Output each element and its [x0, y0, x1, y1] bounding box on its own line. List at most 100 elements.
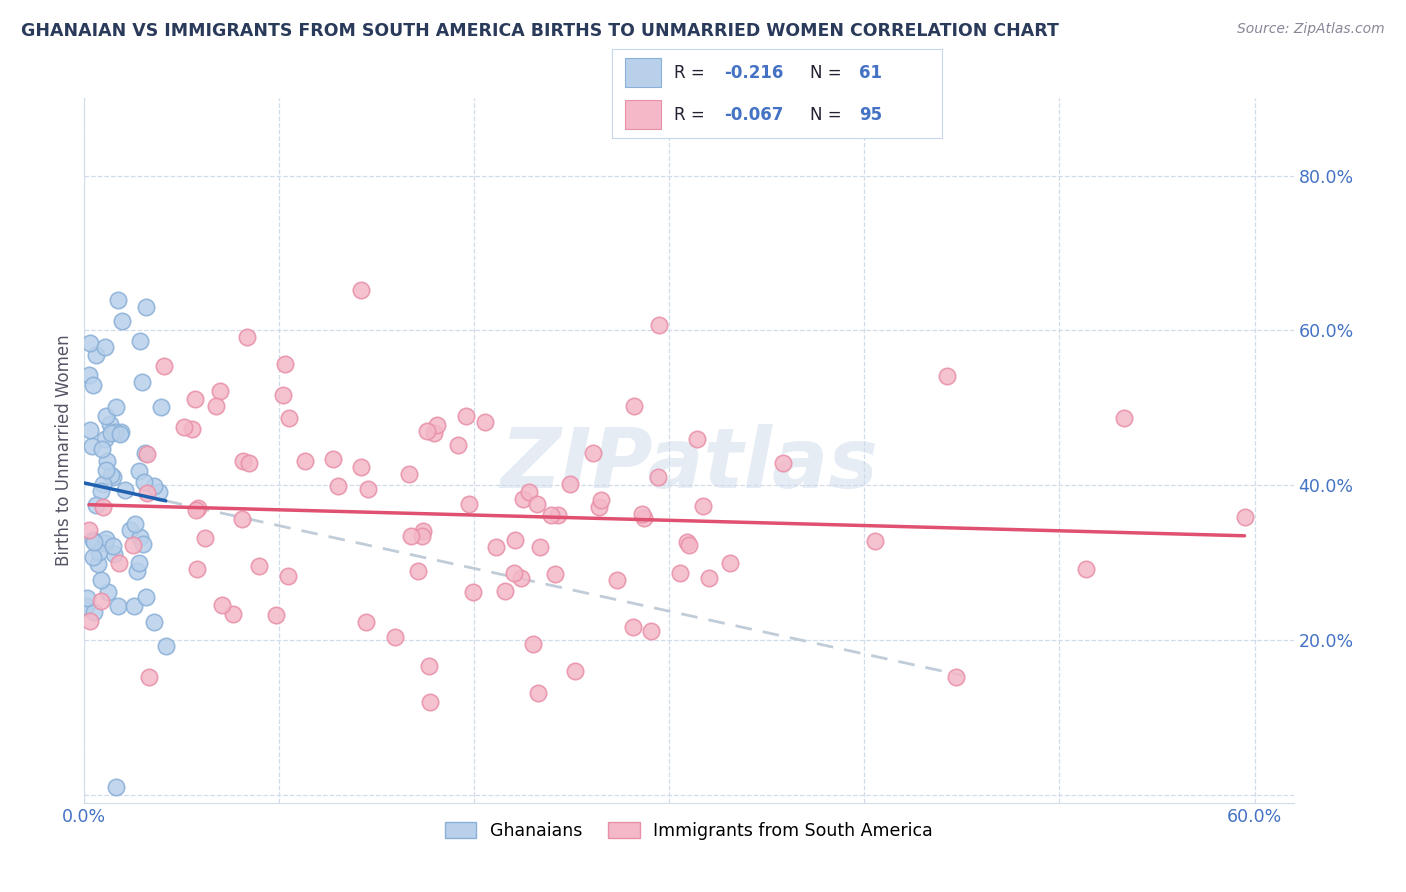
Point — [423, 425, 446, 440]
Point — [211, 598, 233, 612]
Point — [1076, 561, 1098, 575]
Text: GHANAIAN VS IMMIGRANTS FROM SOUTH AMERICA BIRTHS TO UNMARRIED WOMEN CORRELATION : GHANAIAN VS IMMIGRANTS FROM SOUTH AMERIC… — [21, 22, 1059, 40]
Point — [494, 583, 516, 598]
Point — [111, 314, 134, 328]
Point — [76, 591, 98, 605]
Point — [187, 500, 209, 515]
Point — [173, 419, 195, 434]
Point — [129, 530, 152, 544]
Point — [412, 524, 434, 538]
Point — [107, 599, 129, 613]
Point — [121, 538, 143, 552]
Point — [135, 300, 157, 314]
Point — [633, 511, 655, 525]
Point — [418, 659, 440, 673]
Point — [517, 485, 540, 500]
Point — [222, 607, 245, 621]
Point — [1233, 510, 1256, 524]
Point — [108, 427, 131, 442]
Point — [503, 566, 526, 581]
Point — [128, 464, 150, 478]
Point — [558, 477, 581, 491]
Point — [128, 556, 150, 570]
Point — [564, 665, 586, 679]
Point — [354, 615, 377, 629]
Point — [426, 417, 449, 432]
Point — [529, 540, 551, 554]
Point — [94, 409, 117, 423]
Point — [94, 532, 117, 546]
Point — [96, 453, 118, 467]
Point — [105, 400, 128, 414]
Point — [326, 479, 349, 493]
Point — [122, 599, 145, 613]
Text: N =: N = — [810, 105, 841, 124]
Point — [606, 573, 628, 587]
Point — [398, 467, 420, 481]
Point — [132, 537, 155, 551]
Point — [675, 535, 697, 549]
Point — [77, 368, 100, 383]
Point — [416, 424, 439, 438]
Bar — [624, 58, 661, 87]
Text: ZIPatlas: ZIPatlas — [501, 424, 877, 505]
Point — [82, 378, 104, 392]
Point — [247, 558, 270, 573]
Point — [357, 482, 380, 496]
Point — [277, 568, 299, 582]
Legend: Ghanaians, Immigrants from South America: Ghanaians, Immigrants from South America — [437, 815, 941, 847]
Point — [100, 425, 122, 440]
Point — [97, 585, 120, 599]
Point — [90, 483, 112, 498]
Point — [772, 457, 794, 471]
Point — [114, 483, 136, 498]
Point — [148, 485, 170, 500]
Point — [104, 780, 127, 795]
Point — [90, 594, 112, 608]
Point — [143, 479, 166, 493]
Point — [87, 545, 110, 559]
Point — [510, 571, 533, 585]
Point — [94, 340, 117, 354]
Point — [124, 516, 146, 531]
Point — [82, 549, 104, 564]
Point — [103, 547, 125, 561]
Point — [108, 556, 131, 570]
Point — [503, 533, 526, 547]
Point — [186, 503, 208, 517]
Point — [350, 459, 373, 474]
Point — [419, 695, 441, 709]
Point — [863, 533, 886, 548]
Point — [84, 348, 107, 362]
Point — [82, 533, 104, 548]
Point — [77, 523, 100, 537]
Point — [522, 636, 544, 650]
Point — [461, 584, 484, 599]
Point — [98, 417, 121, 431]
Point — [231, 512, 253, 526]
Point — [692, 500, 714, 514]
Point — [91, 477, 114, 491]
Y-axis label: Births to Unmarried Women: Births to Unmarried Women — [55, 334, 73, 566]
Point — [80, 439, 103, 453]
Point — [526, 497, 548, 511]
Text: R =: R = — [675, 105, 706, 124]
Point — [547, 508, 569, 522]
Point — [678, 538, 700, 552]
Point — [132, 475, 155, 489]
Point — [93, 500, 115, 515]
Point — [181, 422, 204, 436]
Point — [205, 399, 228, 413]
Point — [582, 446, 605, 460]
Point — [411, 529, 433, 543]
Point — [647, 469, 669, 483]
Point — [512, 491, 534, 506]
Point — [591, 493, 613, 508]
Point — [543, 566, 565, 581]
Point — [104, 425, 127, 439]
Point — [150, 401, 173, 415]
Point — [183, 392, 205, 407]
Point — [406, 565, 429, 579]
Point — [110, 425, 132, 439]
Point — [718, 556, 741, 570]
